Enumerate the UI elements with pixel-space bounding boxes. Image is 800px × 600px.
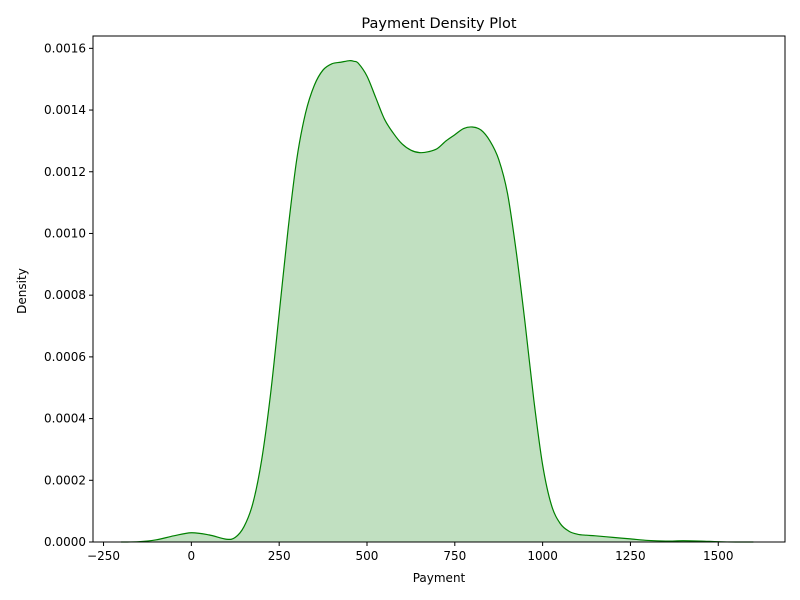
axes-frame (92, 35, 786, 543)
y-axis-ticks: 0.0000 0.0002 0.0004 0.0006 0.0008 0.0010 0.00… (44, 41, 93, 549)
y-axis-label: Density (15, 268, 29, 314)
density-area-fill (121, 60, 754, 543)
x-tick-label: 1500 (703, 549, 734, 563)
x-tick-label: 1000 (527, 549, 558, 563)
x-tick-label: 250 (268, 549, 291, 563)
y-tick-label: 0.0002 (44, 473, 86, 487)
y-tick-label: 0.0014 (44, 103, 86, 117)
x-tick-label: 1250 (615, 549, 646, 563)
x-axis-label: Payment (413, 571, 466, 585)
x-tick-label: 750 (443, 549, 466, 563)
y-tick-label: 0.0000 (44, 535, 86, 549)
x-axis-ticks: −250 0 250 500 750 1000 1250 1500 (87, 542, 734, 563)
y-tick-label: 0.0008 (44, 288, 86, 302)
y-tick-label: 0.0006 (44, 350, 86, 364)
chart-title: Payment Density Plot (361, 16, 516, 32)
x-tick-label: 0 (188, 549, 196, 563)
y-tick-label: 0.0016 (44, 41, 86, 55)
x-tick-label: −250 (87, 549, 120, 563)
x-tick-label: 500 (356, 549, 379, 563)
plot-area (121, 60, 754, 543)
y-tick-label: 0.0004 (44, 412, 86, 426)
y-tick-label: 0.0012 (44, 165, 86, 179)
y-tick-label: 0.0010 (44, 226, 86, 240)
density-curve-line (121, 60, 754, 543)
